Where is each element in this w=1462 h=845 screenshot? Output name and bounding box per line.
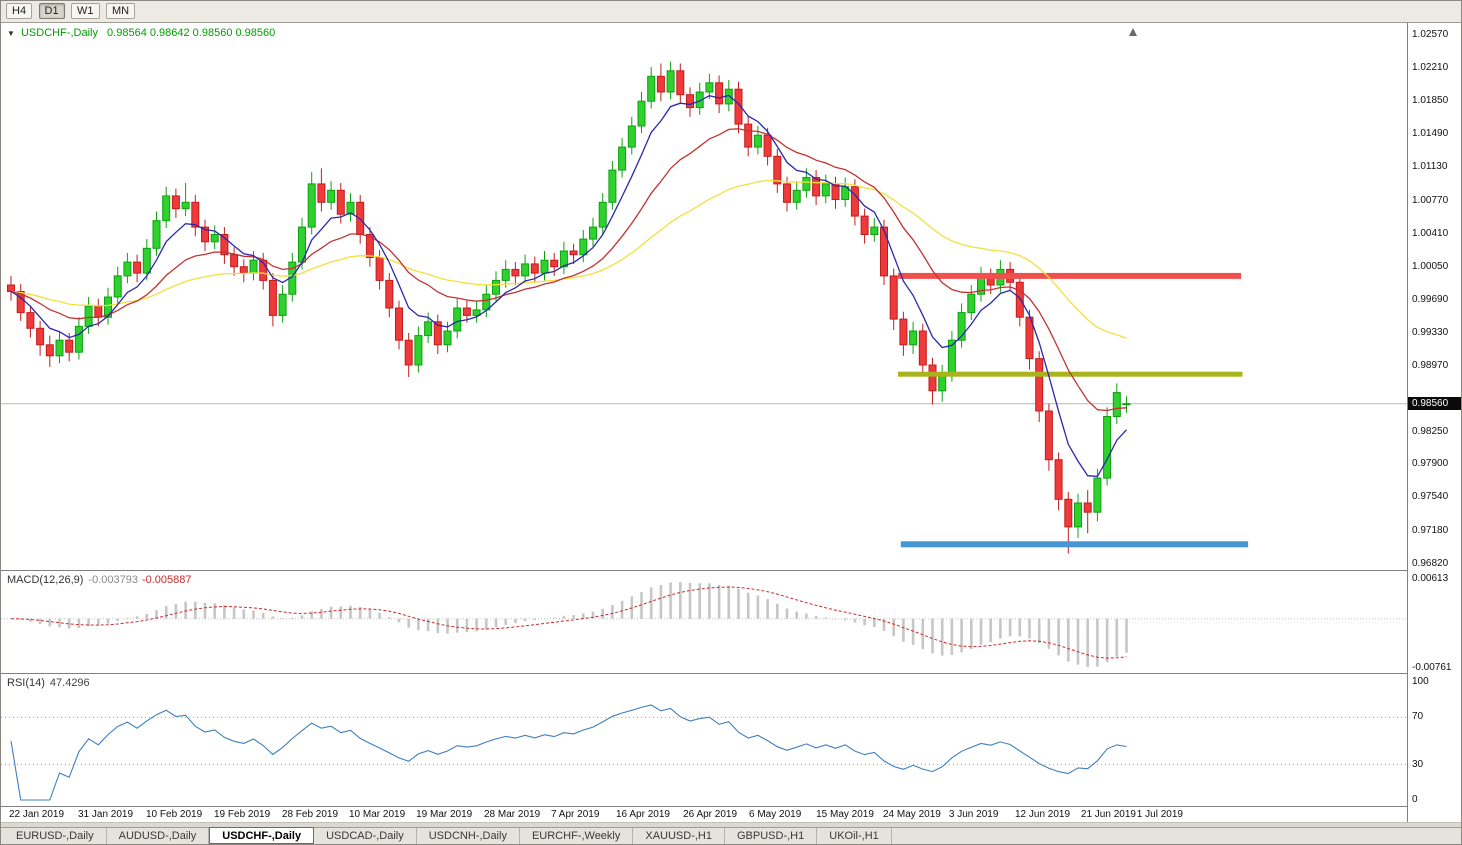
timeframe-toolbar: H4 D1 W1 MN — [1, 1, 1461, 23]
date-tick-label: 12 Jun 2019 — [1015, 809, 1071, 820]
tab-gbpusd-h1[interactable]: GBPUSD-,H1 — [725, 828, 818, 844]
rsi-panel[interactable]: RSI(14) 47.4296 — [1, 674, 1407, 807]
date-tick-label: 10 Mar 2019 — [349, 809, 406, 820]
macd-scale-label: -0.00761 — [1412, 662, 1452, 673]
tab-ukoil-h1[interactable]: UKOil-,H1 — [817, 828, 892, 844]
price-chart-canvas[interactable] — [1, 23, 1407, 571]
price-panel[interactable]: ▼ USDCHF-,Daily 0.98564 0.98642 0.98560 … — [1, 23, 1407, 571]
macd-plot[interactable] — [1, 571, 1407, 673]
date-tick-label: 24 May 2019 — [883, 809, 941, 820]
date-tick-label: 31 Jan 2019 — [78, 809, 134, 820]
price-tick-label: 0.96820 — [1412, 557, 1449, 569]
price-tick-label: 0.98970 — [1412, 360, 1449, 371]
date-tick-label: 28 Mar 2019 — [484, 809, 541, 820]
rsi-scale-label: 70 — [1412, 711, 1424, 723]
timeframe-h4-button[interactable]: H4 — [6, 3, 33, 19]
macd-main-value: -0.003793 — [88, 574, 138, 586]
tab-eurchf-weekly[interactable]: EURCHF-,Weekly — [520, 828, 634, 844]
date-tick-label: 21 Jun 2019 — [1080, 809, 1136, 820]
rsi-plot[interactable] — [1, 674, 1407, 806]
macd-scale-label: 0.00613 — [1412, 573, 1449, 584]
timeframe-mn-button[interactable]: MN — [105, 3, 136, 19]
price-tick-label: 1.02210 — [1412, 62, 1449, 74]
macd-panel[interactable]: MACD(12,26,9) -0.003793 -0.005887 — [1, 571, 1407, 674]
date-tick-label: 6 May 2019 — [749, 809, 802, 820]
date-tick-label: 16 Apr 2019 — [616, 809, 670, 820]
rsi-scale-label: 100 — [1412, 676, 1429, 687]
tab-xauusd-h1[interactable]: XAUUSD-,H1 — [633, 828, 725, 844]
tab-usdcnh-daily[interactable]: USDCNH-,Daily — [417, 828, 520, 844]
macd-label: MACD(12,26,9) — [7, 574, 84, 586]
macd-legend: MACD(12,26,9) -0.003793 -0.005887 — [7, 574, 192, 586]
symbol-label: USDCHF-,Daily — [20, 27, 98, 39]
macd-signal-value: -0.005887 — [141, 574, 192, 586]
ohlc-values: 0.98564 0.98642 0.98560 0.98560 — [107, 27, 276, 39]
scroll-anchor-icon[interactable] — [1129, 28, 1137, 36]
price-tick-label: 0.97180 — [1412, 524, 1449, 536]
price-tick-label: 0.99330 — [1412, 326, 1449, 338]
chart-area: ▼ USDCHF-,Daily 0.98564 0.98642 0.98560 … — [1, 23, 1461, 824]
rsi-canvas[interactable] — [1, 674, 1407, 807]
macd-canvas[interactable] — [1, 571, 1407, 674]
date-tick-label: 28 Feb 2019 — [281, 809, 339, 820]
symbol-dropdown-icon[interactable]: ▼ — [7, 29, 15, 38]
date-tick-label: 19 Feb 2019 — [214, 809, 271, 820]
date-tick-label: 3 Jun 2019 — [948, 809, 999, 820]
chart-legend: ▼ USDCHF-,Daily 0.98564 0.98642 0.98560 … — [7, 27, 275, 39]
date-tick-label: 10 Feb 2019 — [146, 809, 203, 820]
tab-eurusd-daily[interactable]: EURUSD-,Daily — [4, 828, 107, 844]
price-chart-plot[interactable] — [1, 23, 1407, 570]
rsi-scale-label: 0 — [1412, 794, 1418, 805]
current-price-badge: 0.98560 — [1408, 396, 1461, 410]
timeframe-d1-button[interactable]: D1 — [38, 3, 65, 19]
rsi-scale-label: 30 — [1412, 758, 1424, 770]
timeframe-w1-button[interactable]: W1 — [71, 3, 100, 19]
price-tick-label: 1.02570 — [1412, 29, 1449, 40]
price-axis[interactable]: 1.02570 1.02210 1.01850 1.01490 1.01130 1.007… — [1407, 23, 1461, 824]
date-tick-label: 19 Mar 2019 — [416, 809, 473, 820]
price-tick-label: 1.01130 — [1412, 161, 1448, 173]
chart-tabs-bar: EURUSD-,Daily AUDUSD-,Daily USDCHF-,Dail… — [1, 827, 1461, 844]
price-tick-label: 1.00410 — [1412, 227, 1449, 239]
rsi-legend: RSI(14) 47.4296 — [7, 677, 90, 689]
price-tick-label: 1.00050 — [1412, 260, 1449, 272]
tab-usdchf-daily[interactable]: USDCHF-,Daily — [209, 827, 315, 844]
price-tick-label: 0.97540 — [1412, 491, 1449, 503]
tab-audusd-daily[interactable]: AUDUSD-,Daily — [107, 828, 210, 844]
price-tick-label: 0.97900 — [1412, 458, 1449, 470]
date-tick-label: 7 Apr 2019 — [551, 809, 600, 820]
horizontal-scrollbar[interactable] — [1, 822, 1461, 827]
date-tick-label: 26 Apr 2019 — [683, 809, 738, 820]
time-axis[interactable]: 22 Jan 2019 31 Jan 2019 10 Feb 2019 19 Feb … — [1, 807, 1407, 824]
price-tick-label: 1.00770 — [1412, 194, 1449, 206]
date-tick-label: 22 Jan 2019 — [9, 809, 65, 820]
price-tick-label: 0.98250 — [1412, 426, 1449, 438]
rsi-value: 47.4296 — [49, 677, 90, 689]
price-tick-label: 1.01490 — [1412, 128, 1449, 140]
rsi-label: RSI(14) — [7, 677, 45, 689]
date-tick-label: 1 Jul 2019 — [1136, 809, 1183, 820]
date-tick-label: 15 May 2019 — [816, 809, 874, 820]
price-tick-label: 1.01850 — [1412, 95, 1449, 107]
tab-usdcad-daily[interactable]: USDCAD-,Daily — [314, 828, 417, 844]
price-tick-label: 0.99690 — [1412, 293, 1449, 305]
